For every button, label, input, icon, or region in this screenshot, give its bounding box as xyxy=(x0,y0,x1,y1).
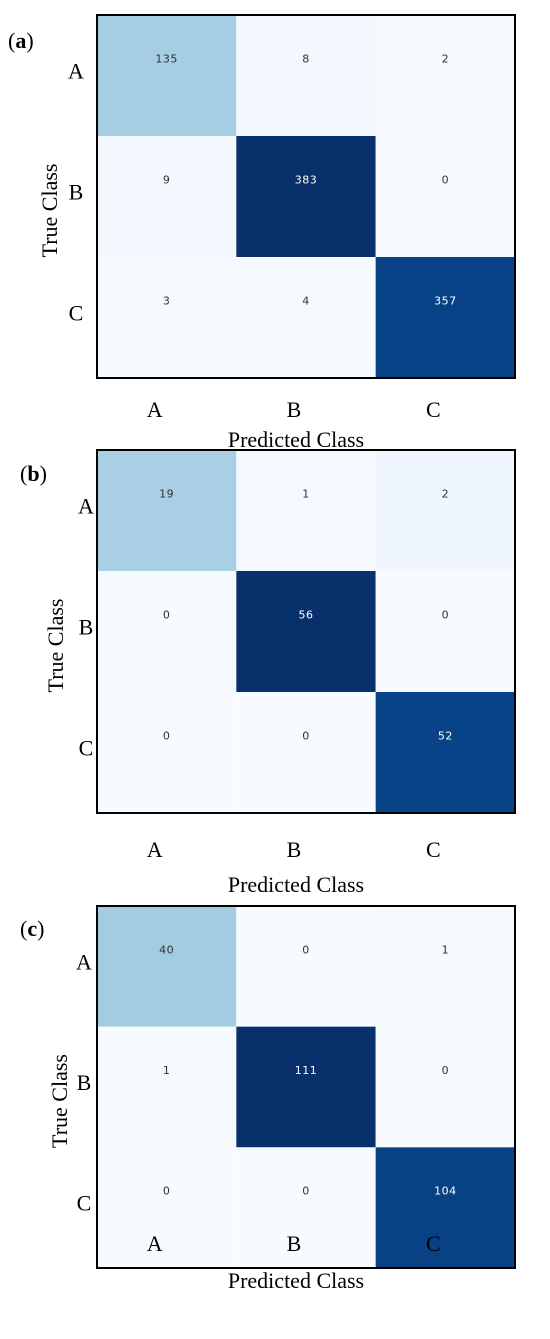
heatmap-cell xyxy=(97,571,237,692)
cell-value-label: 2 xyxy=(442,488,450,501)
cell-value-label: 9 xyxy=(163,174,171,187)
heatmap-cell xyxy=(236,15,376,136)
cell-value-label: 1 xyxy=(163,1064,171,1077)
cell-value-label: 52 xyxy=(438,730,453,743)
y-axis-label: True Class xyxy=(37,164,62,258)
heatmap-cell xyxy=(236,692,376,813)
heatmap-cell xyxy=(236,257,376,378)
x-tick-label: B xyxy=(287,837,302,862)
panel-label: (b) xyxy=(20,461,47,486)
cell-value-label: 1 xyxy=(302,488,310,501)
cell-value-label: 383 xyxy=(295,174,318,187)
heatmap-cell xyxy=(375,906,515,1027)
heatmap-cell xyxy=(97,906,237,1027)
heatmap-cell xyxy=(375,15,515,136)
confusion-matrix-1: 135 8 2 9 383 0 3 4 357 A B C A B C Predicted Class True… xyxy=(8,14,516,452)
x-axis-label: Predicted Class xyxy=(228,1268,364,1293)
cell-value-label: 56 xyxy=(299,609,314,622)
cell-value-label: 0 xyxy=(442,609,450,622)
plot-frame xyxy=(96,905,516,1269)
x-tick-label: C xyxy=(426,837,441,862)
cell-value-label: 0 xyxy=(442,174,450,187)
y-tick-label: C xyxy=(77,1191,92,1216)
x-tick-label: A xyxy=(147,397,163,422)
cell-value-label: 40 xyxy=(159,943,174,956)
heatmap-cell xyxy=(236,1147,376,1268)
heatmap-cell xyxy=(236,450,376,571)
x-axis-label: Predicted Class xyxy=(228,427,364,452)
x-axis-label: Predicted Class xyxy=(228,872,364,897)
heatmap-cell xyxy=(375,450,515,571)
heatmap-cell xyxy=(97,1026,237,1148)
panel-label: (a) xyxy=(8,28,34,53)
cell-value-label: 2 xyxy=(442,53,450,66)
cell-value-label: 0 xyxy=(302,1185,310,1198)
y-tick-label: A xyxy=(76,949,92,974)
heatmap-cell xyxy=(236,136,376,257)
heatmap-cell xyxy=(375,571,515,692)
y-tick-label: A xyxy=(68,59,84,84)
y-tick-label: B xyxy=(69,180,84,205)
heatmap-cell xyxy=(375,136,515,257)
heatmap-cell xyxy=(375,257,515,378)
heatmap-cell xyxy=(236,1026,376,1148)
cell-value-label: 3 xyxy=(163,295,171,308)
y-axis-label: True Class xyxy=(47,1054,72,1148)
y-tick-label: B xyxy=(77,1070,92,1095)
panel-label: (c) xyxy=(20,916,44,941)
heatmap-cell xyxy=(375,1147,515,1268)
cell-value-label: 0 xyxy=(163,609,171,622)
heatmap-cell xyxy=(375,692,515,813)
cell-value-label: 111 xyxy=(295,1064,318,1077)
plot-frame xyxy=(96,449,516,814)
cell-value-label: 135 xyxy=(155,53,178,66)
y-axis-label: True Class xyxy=(43,599,68,693)
x-tick-label: B xyxy=(287,1231,302,1256)
heatmap-cell xyxy=(375,1026,515,1148)
heatmap-cell xyxy=(97,450,237,571)
cell-value-label: 0 xyxy=(302,730,310,743)
cell-value-label: 0 xyxy=(442,1064,450,1077)
heatmap-cell xyxy=(97,692,237,813)
cell-value-label: 19 xyxy=(159,488,174,501)
cell-value-label: 8 xyxy=(302,53,310,66)
cell-value-label: 357 xyxy=(434,295,457,308)
cell-value-label: 0 xyxy=(163,1185,171,1198)
heatmap-cell xyxy=(97,136,237,257)
cell-value-label: 0 xyxy=(302,943,310,956)
x-tick-label: A xyxy=(147,1231,163,1256)
cell-value-label: 0 xyxy=(163,730,171,743)
heatmap-cell xyxy=(97,15,237,136)
x-tick-label: C xyxy=(426,397,441,422)
plot-frame xyxy=(96,14,516,379)
heatmap-cell xyxy=(236,906,376,1027)
heatmap-cell xyxy=(97,257,237,378)
x-tick-label: A xyxy=(147,837,163,862)
y-tick-label: C xyxy=(69,301,84,326)
cell-value-label: 1 xyxy=(442,943,450,956)
cell-value-label: 4 xyxy=(302,295,310,308)
y-tick-label: C xyxy=(79,736,94,761)
x-tick-label: B xyxy=(287,397,302,422)
x-tick-label: C xyxy=(426,1231,441,1256)
y-tick-label: A xyxy=(78,494,94,519)
y-tick-label: B xyxy=(79,615,94,640)
confusion-matrix-2: 19 1 2 0 56 0 0 0 52 A B C A B C Predicted Class True Cl… xyxy=(20,449,516,897)
heatmap-cell xyxy=(236,571,376,692)
heatmap-cell xyxy=(97,1147,237,1268)
cell-value-label: 104 xyxy=(434,1185,457,1198)
